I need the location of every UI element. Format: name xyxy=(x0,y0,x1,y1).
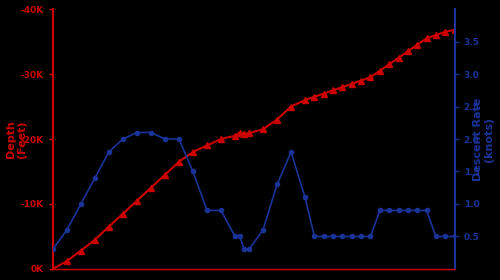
Y-axis label: Depth
(Feet): Depth (Feet) xyxy=(6,120,27,158)
Y-axis label: Descent Rate
(knots): Descent Rate (knots) xyxy=(473,97,494,181)
